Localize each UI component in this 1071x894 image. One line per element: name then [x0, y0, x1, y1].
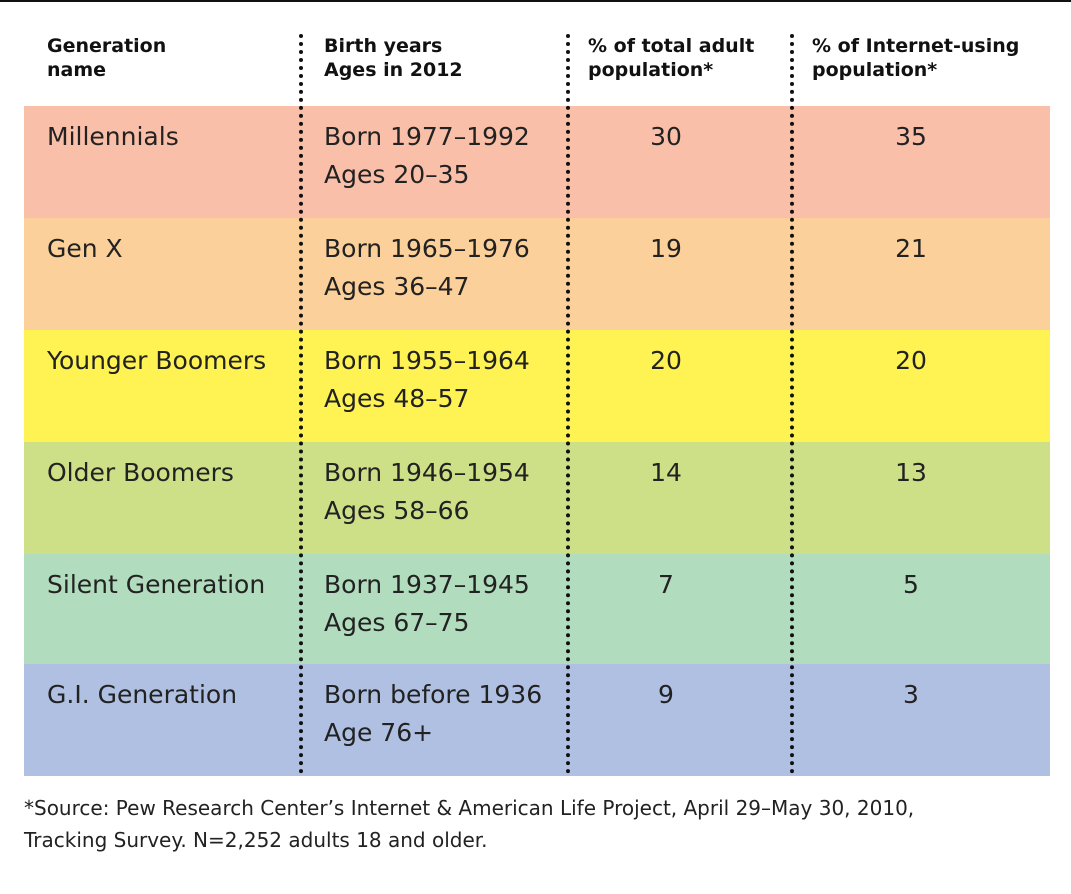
row-gi-generation-name: G.I. Generation [47, 680, 238, 709]
row-younger-boomers-birth: Born 1955–1964 Ages 48–57 [324, 342, 530, 418]
row-millennials-name: Millennials [47, 122, 179, 151]
row-gen-x-name: Gen X [47, 234, 123, 263]
row-gi-generation-born: Born before 1936 [324, 680, 543, 709]
header-birth-years: Birth years Ages in 2012 [324, 34, 463, 82]
header-total-line-1: % of total adult [588, 35, 755, 57]
column-divider-2 [566, 34, 570, 774]
row-millennials-total-pct: 30 [650, 122, 682, 151]
row-silent-generation-born: Born 1937–1945 [324, 570, 530, 599]
row-band-millennials [24, 106, 1050, 218]
row-silent-generation-birth: Born 1937–1945 Ages 67–75 [324, 566, 530, 642]
row-older-boomers-born: Born 1946–1954 [324, 458, 530, 487]
row-younger-boomers-internet-pct: 20 [895, 346, 927, 375]
row-band-gen-x [24, 218, 1050, 330]
row-gi-generation-ages: Age 76+ [324, 718, 434, 747]
row-band-silent-generation [24, 554, 1050, 666]
footnote-line-2: Tracking Survey. N=2,252 adults 18 and o… [24, 828, 488, 852]
header-birth-line-1: Birth years [324, 35, 443, 57]
row-younger-boomers-ages: Ages 48–57 [324, 384, 470, 413]
header-birth-line-2: Ages in 2012 [324, 59, 463, 81]
row-gen-x-birth: Born 1965–1976 Ages 36–47 [324, 230, 530, 306]
row-band-younger-boomers [24, 330, 1050, 442]
row-silent-generation-name: Silent Generation [47, 570, 266, 599]
row-millennials-internet-pct: 35 [895, 122, 927, 151]
row-gi-generation-birth: Born before 1936 Age 76+ [324, 676, 542, 752]
row-gen-x-ages: Ages 36–47 [324, 272, 470, 301]
row-millennials-ages: Ages 20–35 [324, 160, 470, 189]
column-divider-1 [299, 34, 303, 774]
row-older-boomers-total-pct: 14 [650, 458, 682, 487]
row-younger-boomers-total-pct: 20 [650, 346, 682, 375]
row-younger-boomers-name: Younger Boomers [47, 346, 267, 375]
row-silent-generation-ages: Ages 67–75 [324, 608, 470, 637]
row-silent-generation-internet-pct: 5 [903, 570, 919, 599]
row-older-boomers-ages: Ages 58–66 [324, 496, 470, 525]
row-gi-generation-internet-pct: 3 [903, 680, 919, 709]
header-internet-population: % of Internet-using population* [812, 34, 1019, 82]
row-older-boomers-birth: Born 1946–1954 Ages 58–66 [324, 454, 530, 530]
row-older-boomers-internet-pct: 13 [895, 458, 927, 487]
row-gen-x-total-pct: 19 [650, 234, 682, 263]
header-generation-line-2: name [47, 59, 107, 81]
footnote-line-1: *Source: Pew Research Center’s Internet … [24, 796, 915, 820]
header-internet-line-2: population* [812, 59, 938, 81]
row-gi-generation-total-pct: 9 [658, 680, 674, 709]
header-internet-line-1: % of Internet-using [812, 35, 1020, 57]
row-band-gi-generation [24, 664, 1050, 776]
row-millennials-born: Born 1977–1992 [324, 122, 530, 151]
column-divider-3 [790, 34, 794, 774]
top-rule [0, 0, 1071, 2]
header-total-line-2: population* [588, 59, 714, 81]
row-millennials-birth: Born 1977–1992 Ages 20–35 [324, 118, 530, 194]
header-generation-name: Generation name [47, 34, 166, 82]
row-silent-generation-total-pct: 7 [658, 570, 674, 599]
row-band-older-boomers [24, 442, 1050, 554]
source-footnote: *Source: Pew Research Center’s Internet … [24, 792, 914, 856]
row-gen-x-born: Born 1965–1976 [324, 234, 530, 263]
row-gen-x-internet-pct: 21 [895, 234, 927, 263]
row-younger-boomers-born: Born 1955–1964 [324, 346, 530, 375]
row-older-boomers-name: Older Boomers [47, 458, 234, 487]
header-generation-line-1: Generation [47, 35, 167, 57]
header-total-population: % of total adult population* [588, 34, 754, 82]
